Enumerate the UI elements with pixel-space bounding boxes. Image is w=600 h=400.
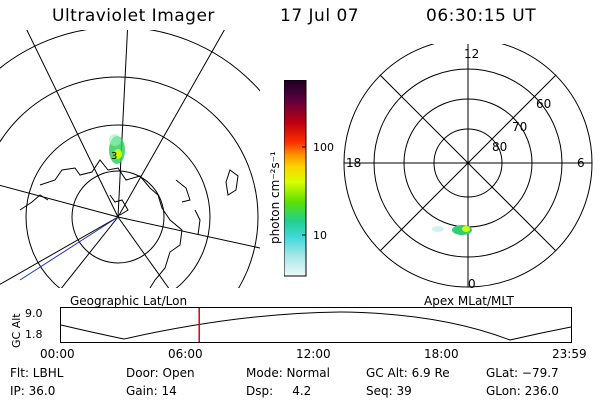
instrument-title: Ultraviolet Imager bbox=[52, 6, 215, 26]
mlt-label-6: 6 bbox=[577, 156, 585, 170]
mlt-label-18: 18 bbox=[346, 156, 362, 170]
geographic-map: 3 bbox=[0, 30, 260, 288]
mlt-label-12: 12 bbox=[464, 47, 480, 61]
lat-label-60: 60 bbox=[536, 97, 552, 111]
geo-map-label: Geographic Lat/Lon bbox=[70, 294, 188, 308]
timeline-x-tick-4: 23:59 bbox=[552, 347, 587, 361]
timeline-plot bbox=[60, 307, 572, 343]
polar-map-label: Apex MLat/MLT bbox=[424, 294, 514, 308]
status-gc-alt: GC Alt: 6.9 Re bbox=[366, 366, 450, 380]
status-glon: GLon: 236.0 bbox=[486, 384, 559, 398]
time-label: 06:30:15 UT bbox=[426, 6, 537, 26]
timeline-y-tick-top: 9.0 bbox=[25, 307, 43, 320]
timeline-x-tick-0: 00:00 bbox=[40, 347, 75, 361]
spot-label: 3 bbox=[111, 151, 117, 162]
polar-map bbox=[343, 44, 593, 288]
colorbar-unit-label: photon cm⁻²s⁻¹ bbox=[268, 151, 282, 244]
colorbar-tick-10: 10 bbox=[313, 229, 327, 242]
lat-label-70: 70 bbox=[512, 120, 528, 134]
mlt-label-0: 0 bbox=[468, 277, 476, 291]
status-ip: IP: 36.0 bbox=[10, 384, 56, 398]
timeline-x-tick-3: 18:00 bbox=[424, 347, 459, 361]
timeline-y-tick-bottom: 1.8 bbox=[25, 328, 43, 341]
status-mode: Mode: Normal bbox=[246, 366, 330, 380]
timeline-x-tick-1: 06:00 bbox=[168, 347, 203, 361]
colorbar-tick-100: 100 bbox=[313, 141, 334, 154]
lat-label-80: 80 bbox=[492, 140, 508, 154]
timeline-axis-label: GC Alt bbox=[10, 313, 23, 348]
timeline-x-tick-2: 12:00 bbox=[296, 347, 331, 361]
colorbar bbox=[284, 80, 307, 277]
status-dsp: Dsp: 4.2 bbox=[246, 384, 312, 398]
status-door: Door: Open bbox=[126, 366, 195, 380]
status-gain: Gain: 14 bbox=[126, 384, 177, 398]
status-seq: Seq: 39 bbox=[366, 384, 412, 398]
status-glat: GLat: −79.7 bbox=[486, 366, 559, 380]
status-flt: Flt: LBHL bbox=[10, 366, 64, 380]
date-label: 17 Jul 07 bbox=[280, 6, 360, 26]
